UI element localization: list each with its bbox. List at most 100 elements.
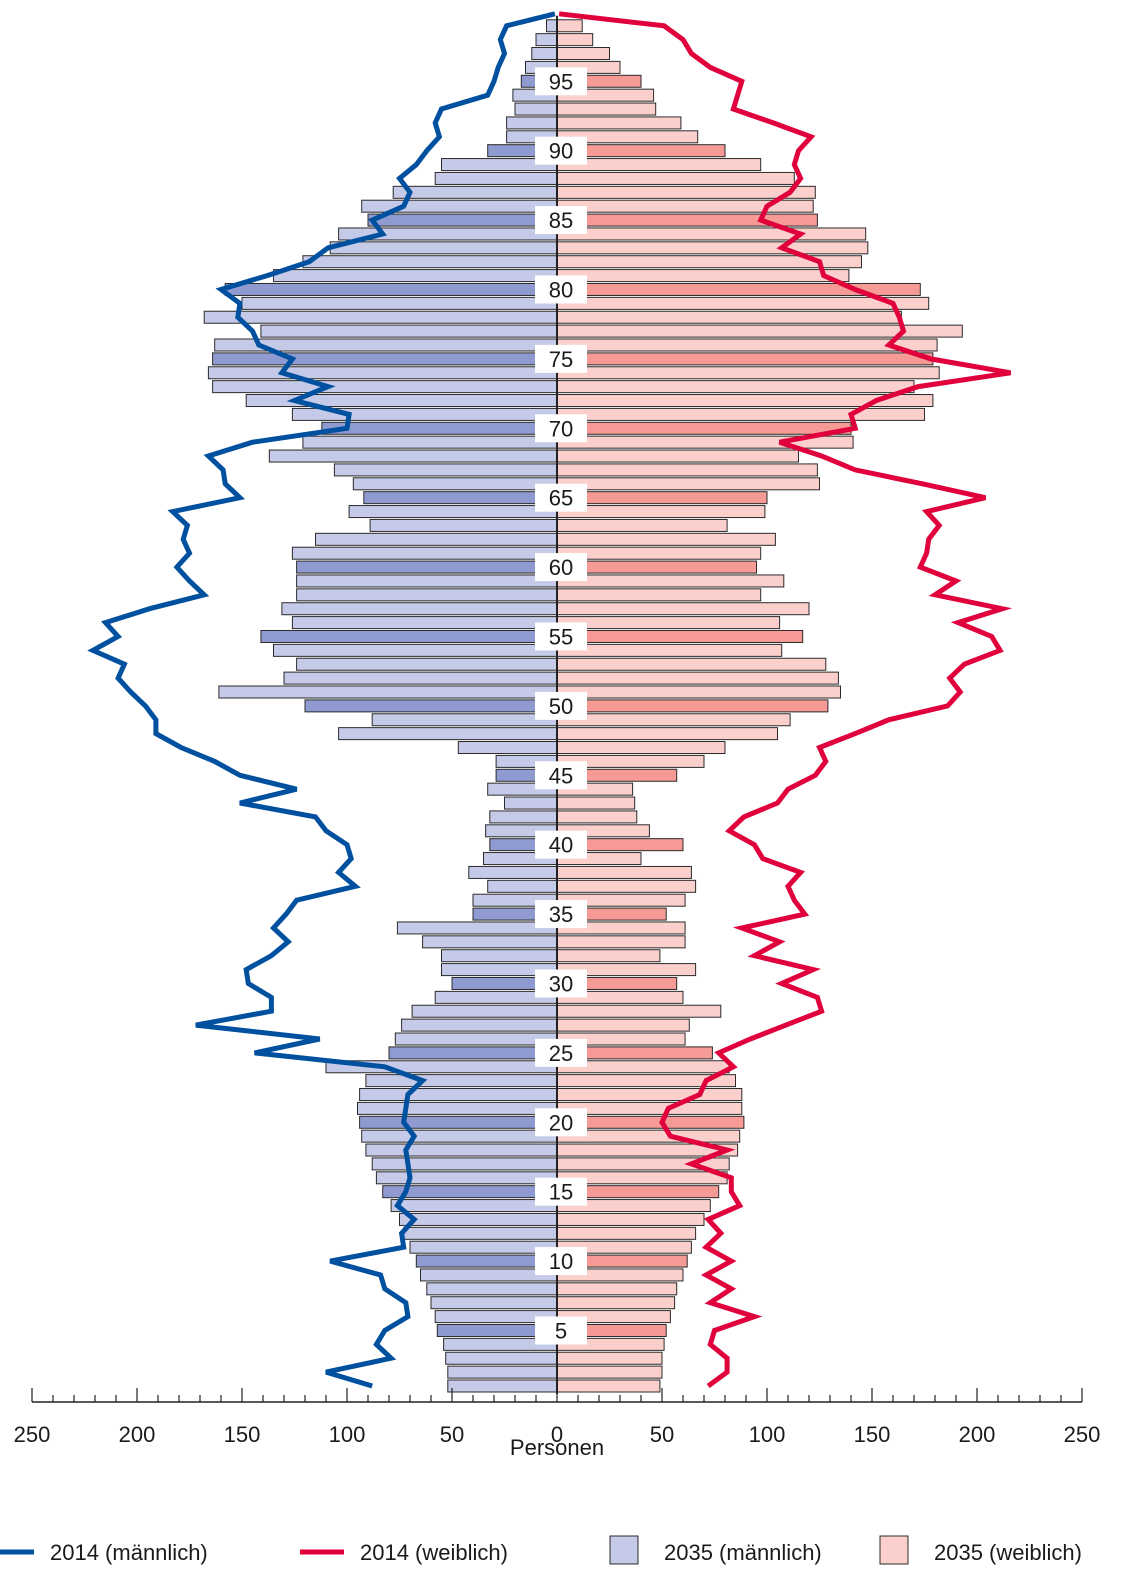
bar-male-age-25	[388, 1046, 558, 1060]
bar-female-age-78	[556, 310, 902, 324]
bar-female-age-61	[556, 546, 762, 560]
x-tick-label-0: 250	[14, 1422, 51, 1447]
age-label-75: 75	[549, 347, 573, 372]
bar-female-age-59	[556, 574, 785, 588]
bar-male-age-13	[399, 1212, 558, 1226]
age-label-box-95	[535, 67, 587, 96]
bar-male-age-98	[535, 33, 558, 47]
bar-female-age-65	[556, 491, 768, 505]
x-tick-label-2: 150	[224, 1422, 261, 1447]
age-label-85: 85	[549, 208, 573, 233]
bar-female-age-38	[556, 865, 692, 879]
bar-female-age-7	[556, 1296, 676, 1310]
age-label-50: 50	[549, 694, 573, 719]
age-label-20: 20	[549, 1110, 573, 1135]
bar-male-age-92	[506, 116, 558, 130]
bar-male-age-22	[359, 1088, 558, 1102]
bar-male-age-81	[273, 269, 558, 283]
bar-male-age-82	[302, 255, 558, 269]
legend: 2014 (männlich) 2014 (weiblich) 2035 (männ…	[0, 1535, 1082, 1565]
bar-female-age-53	[556, 657, 827, 671]
bar-male-age-16	[375, 1171, 558, 1185]
age-label-35: 35	[549, 902, 573, 927]
age-label-box-35	[535, 900, 587, 929]
bar-female-age-98	[556, 33, 594, 47]
bar-female-age-22	[556, 1088, 743, 1102]
bar-male-age-18	[365, 1143, 558, 1157]
age-label-90: 90	[549, 139, 573, 164]
age-label-box-55	[535, 622, 587, 651]
age-label-box-15	[535, 1177, 587, 1206]
bar-male-age-55	[260, 629, 558, 643]
bar-male-age-65	[363, 491, 558, 505]
bar-female-age-75	[556, 352, 934, 366]
bar-female-age-56	[556, 616, 781, 630]
bar-male-age-56	[291, 616, 558, 630]
bar-female-age-70	[556, 421, 852, 435]
bar-female-age-13	[556, 1212, 705, 1226]
bar-male-age-66	[352, 477, 558, 491]
legend-label-2: 2035 (männlich)	[664, 1540, 822, 1565]
bar-female-age-58	[556, 588, 762, 602]
bar-male-age-26	[394, 1032, 558, 1046]
bar-female-age-51	[556, 685, 841, 699]
bar-female-age-79	[556, 296, 930, 310]
x-tick-label-7: 100	[749, 1422, 786, 1447]
bar-female-age-62	[556, 532, 776, 546]
age-label-10: 10	[549, 1249, 573, 1274]
legend-label-1: 2014 (weiblich)	[360, 1540, 508, 1565]
bar-female-age-33	[556, 935, 686, 949]
bar-male-age-79	[241, 296, 558, 310]
bar-male-age-97	[531, 47, 558, 61]
age-labels: 5 10 15 20 25 30 35 40 45 50 55 60 65 70 75 80 85 90 95	[535, 67, 587, 1345]
bar-female-age-81	[556, 269, 850, 283]
bar-female-age-28	[556, 1004, 722, 1018]
bar-female-age-66	[556, 477, 820, 491]
age-label-box-30	[535, 969, 587, 998]
bar-male-age-63	[369, 518, 558, 532]
bar-male-age-60	[296, 560, 558, 574]
bar-male-age-70	[321, 421, 558, 435]
bar-male-age-67	[333, 463, 558, 477]
bar-female-age-76	[556, 338, 938, 352]
bar-female-age-2	[556, 1365, 663, 1379]
age-label-60: 60	[549, 555, 573, 580]
age-label-5: 5	[555, 1318, 567, 1343]
bar-male-age-49	[371, 713, 558, 727]
line-series-2014	[87, 11, 1013, 1389]
x-tick-label-1: 200	[119, 1422, 156, 1447]
bar-male-age-68	[268, 449, 558, 463]
age-label-box-5	[535, 1316, 587, 1345]
bar-male-age-19	[361, 1129, 558, 1143]
age-label-80: 80	[549, 277, 573, 302]
bar-male-age-77	[260, 324, 558, 338]
bar-male-age-61	[291, 546, 558, 560]
bar-male-age-48	[338, 727, 558, 741]
bar-male-age-50	[304, 699, 558, 713]
age-label-70: 70	[549, 416, 573, 441]
bar-female-age-32	[556, 949, 661, 963]
bar-male-age-59	[296, 574, 558, 588]
bar-female-age-99	[556, 19, 583, 33]
age-label-55: 55	[549, 624, 573, 649]
bar-female-age-87	[556, 185, 816, 199]
bar-female-age-52	[556, 671, 839, 685]
age-label-15: 15	[549, 1180, 573, 1205]
bar-female-age-37	[556, 879, 697, 893]
bar-female-age-1	[556, 1379, 661, 1393]
x-tick-label-6: 50	[650, 1422, 674, 1447]
age-label-box-65	[535, 483, 587, 512]
legend-label-3: 2035 (weiblich)	[934, 1540, 1082, 1565]
bar-male-age-7	[430, 1296, 558, 1310]
bar-male-age-80	[224, 282, 558, 296]
bar-male-age-83	[329, 241, 558, 255]
bar-female-age-8	[556, 1282, 678, 1296]
bar-female-age-48	[556, 727, 778, 741]
bar-male-age-23	[365, 1074, 558, 1088]
bar-male-age-75	[212, 352, 558, 366]
age-label-40: 40	[549, 833, 573, 858]
bar-female-age-71	[556, 407, 925, 421]
bar-male-age-32	[441, 949, 558, 963]
bar-female-age-93	[556, 102, 657, 116]
